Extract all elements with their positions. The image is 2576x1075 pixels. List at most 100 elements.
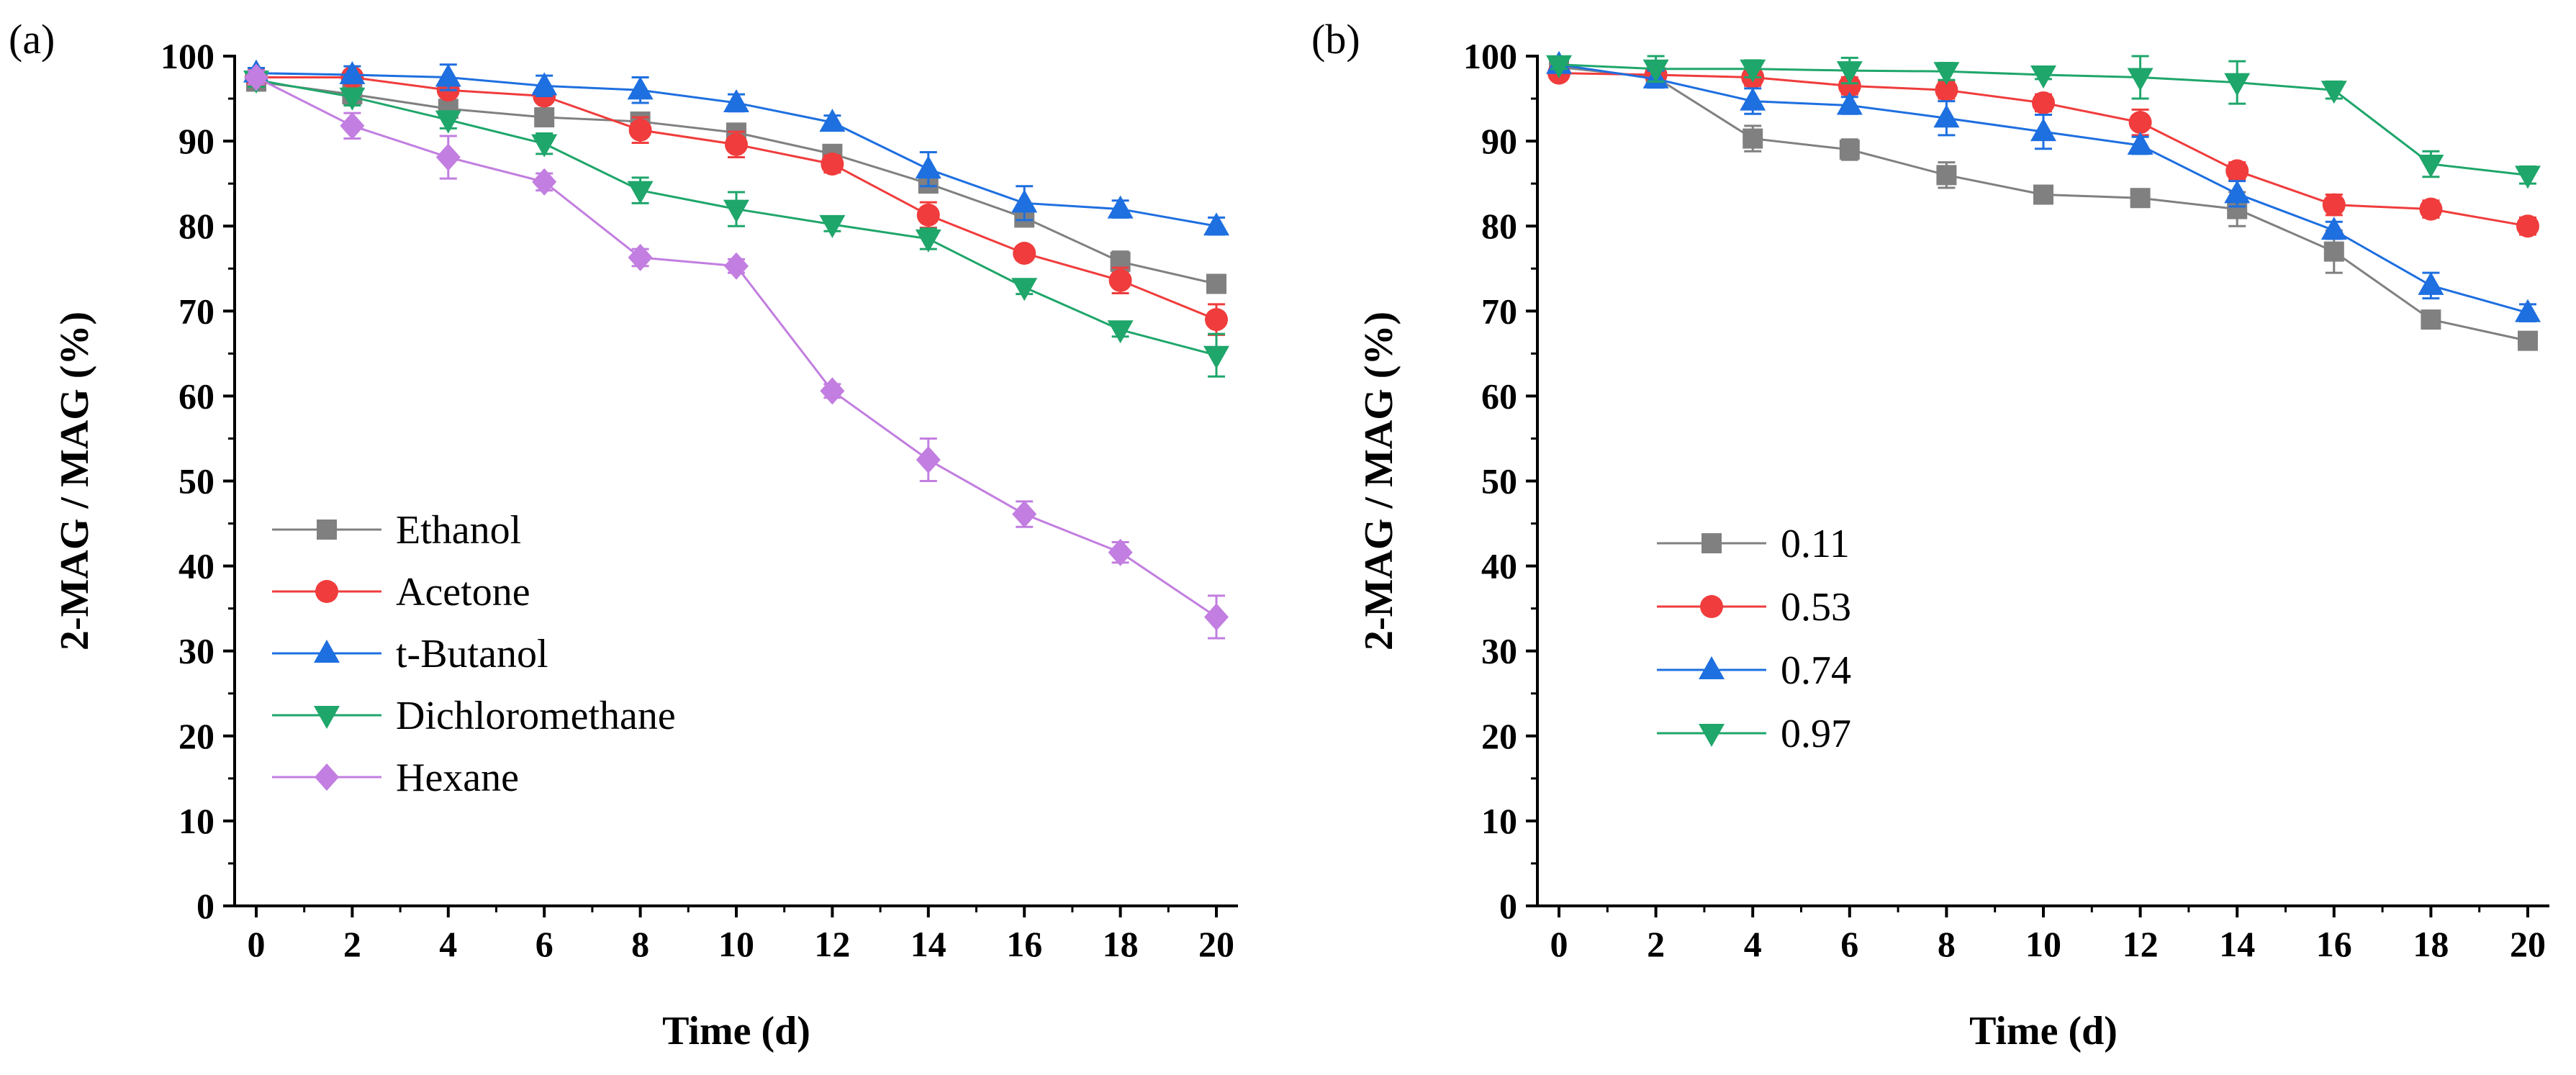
data-point [2418, 271, 2444, 295]
data-point [2320, 81, 2347, 104]
x-tick-label: 4 [1744, 924, 1762, 964]
data-point [915, 229, 941, 253]
data-point [2032, 91, 2055, 114]
y-tick-label: 60 [1481, 376, 1517, 416]
legend-label: t-Butanol [396, 632, 548, 676]
data-point [1203, 345, 1229, 369]
x-tick-label: 16 [2316, 924, 2352, 964]
legend: Ethanol Acetone t-Butanol Dichloromethane He… [272, 508, 676, 800]
data-point [435, 143, 461, 171]
legend-label: Acetone [396, 570, 530, 614]
y-tick-label: 60 [178, 376, 214, 416]
data-point [916, 203, 940, 227]
legend-label: 0.11 [1781, 522, 1850, 566]
series-3 [1546, 55, 2541, 189]
x-tick-label: 12 [2123, 924, 2159, 964]
x-axis-title: Time (d) [1969, 1009, 2118, 1053]
data-point [1011, 189, 1038, 213]
legend-marker [315, 580, 338, 603]
data-point [821, 152, 844, 176]
y-tick-label: 10 [1481, 801, 1517, 841]
legend-marker [1699, 656, 1725, 679]
x-tick-label: 10 [718, 924, 754, 964]
data-point [1933, 62, 1960, 86]
x-tick-label: 18 [1103, 924, 1139, 964]
y-tick-label: 30 [178, 631, 214, 671]
x-tick-label: 2 [343, 924, 361, 964]
legend-label: Dichloromethane [396, 694, 676, 738]
x-tick-label: 16 [1006, 924, 1042, 964]
data-point [1204, 603, 1229, 631]
data-point [1107, 320, 1134, 344]
legend-label: Ethanol [396, 508, 521, 553]
chart-panel-a: 0 10 20 30 40 50 60 70 80 90 100 0 2 4 6 8 10 12 14 16 18 20 T… [9, 16, 1238, 1053]
data-point [2127, 68, 2154, 91]
x-tick-label: 10 [2025, 924, 2061, 964]
data-point [1743, 128, 1763, 149]
y-tick-label: 0 [196, 886, 214, 926]
legend-label: 0.74 [1781, 648, 1851, 693]
data-point [2320, 217, 2347, 240]
y-tick-label: 80 [1481, 206, 1517, 246]
chart-panel-b: 0 10 20 30 40 50 60 70 80 90 100 0 2 4 6 8 10 12 14 16 18 20 T… [1311, 16, 2549, 1053]
data-point [2515, 165, 2541, 189]
y-tick-label: 30 [1481, 631, 1517, 671]
data-point [1936, 165, 1957, 186]
x-tick-label: 18 [2413, 924, 2449, 964]
data-point [2516, 214, 2539, 238]
data-point [339, 87, 366, 111]
data-point [244, 63, 268, 91]
data-point [724, 252, 749, 280]
x-axis-title: Time (d) [662, 1009, 810, 1053]
data-point [1206, 273, 1226, 294]
data-point [2323, 241, 2344, 262]
x-tick-label: 6 [535, 924, 553, 964]
legend-label: 0.97 [1781, 712, 1851, 756]
data-point [2127, 132, 2154, 155]
data-point [2225, 159, 2249, 183]
legend-marker [1701, 533, 1722, 553]
legend-marker [314, 706, 340, 729]
x-tick-label: 14 [2219, 924, 2255, 964]
data-point [2518, 330, 2538, 351]
data-point [534, 107, 555, 128]
legend-label: 0.53 [1781, 585, 1851, 630]
y-tick-label: 80 [178, 206, 214, 246]
y-tick-label: 50 [178, 461, 214, 502]
x-tick-label: 14 [910, 924, 946, 964]
data-point [2322, 193, 2346, 217]
data-point [1838, 74, 1861, 98]
data-point [2128, 111, 2152, 135]
data-point [2419, 197, 2443, 221]
data-point [627, 181, 654, 204]
x-tick-label: 6 [1840, 924, 1858, 964]
legend-marker [315, 763, 339, 791]
legend-marker [1699, 724, 1725, 747]
data-point [2515, 299, 2541, 322]
data-point [339, 60, 366, 84]
data-point [435, 63, 461, 87]
y-tick-label: 20 [1481, 716, 1517, 756]
legend-label: Hexane [396, 756, 519, 800]
x-tick-label: 0 [248, 924, 266, 964]
y-tick-label: 100 [1463, 36, 1517, 76]
data-point [723, 199, 749, 223]
data-point [531, 72, 558, 96]
y-axis-title: 2-MAG / MAG (%) [53, 312, 97, 650]
data-point [628, 243, 653, 271]
y-tick-label: 70 [1481, 291, 1517, 331]
y-tick-label: 10 [178, 801, 214, 841]
data-point [1839, 139, 1860, 160]
y-tick-label: 90 [1481, 121, 1517, 161]
data-point [1012, 500, 1037, 528]
data-point [819, 109, 846, 132]
data-point [340, 112, 365, 140]
data-point [628, 118, 652, 142]
x-tick-label: 2 [1647, 924, 1665, 964]
x-tick-label: 12 [814, 924, 850, 964]
data-point [2418, 154, 2444, 178]
data-point [1203, 212, 1229, 236]
data-point [2030, 118, 2056, 142]
legend: 0.11 0.53 0.74 0.97 [1657, 522, 1851, 756]
